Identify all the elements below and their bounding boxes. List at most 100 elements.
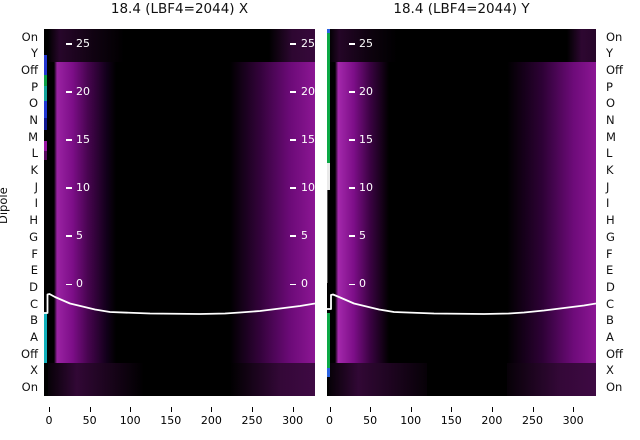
x-tick-label: 100 (400, 414, 422, 427)
row-label: Off (606, 62, 623, 77)
heat-band (54, 62, 116, 363)
row-label: B (606, 313, 614, 328)
row-label: P (31, 79, 38, 94)
x-tick-label: 150 (160, 414, 182, 427)
x-tick-label: 300 (562, 414, 584, 427)
x-tick-mark (451, 407, 453, 412)
row-label: Y (30, 46, 38, 61)
row-label: A (606, 329, 614, 344)
x-tick-mark (89, 407, 91, 412)
row-label: E (30, 263, 38, 278)
inner-scale-tick (66, 187, 72, 189)
inner-scale-label: 25 (76, 36, 90, 50)
inner-scale-tick (349, 235, 355, 237)
x-tick-mark (292, 407, 294, 412)
inner-scale-tick (349, 43, 355, 45)
inner-scale-tick (66, 235, 72, 237)
row-label: D (29, 279, 38, 294)
row-label: J (606, 179, 610, 194)
inner-scale-tick (66, 43, 72, 45)
x-tick-mark (410, 407, 412, 412)
inner-scale-label: 5 (76, 228, 83, 242)
inner-scale-label: 25 (359, 36, 373, 50)
x-tick-label: 0 (45, 414, 53, 427)
inner-scale-tick (349, 283, 355, 286)
heat-band (48, 29, 124, 62)
inner-scale-label: 0 (301, 277, 308, 290)
inner-scale-label: 5 (359, 228, 366, 242)
x-tick-label: 0 (326, 414, 333, 427)
row-label: K (606, 163, 614, 178)
row-label: On (21, 380, 38, 395)
inner-scale-tick (66, 91, 72, 93)
white-curve (327, 293, 596, 315)
row-label: L (606, 146, 613, 161)
inner-scale-tick (290, 283, 296, 286)
x-tick-mark (370, 407, 372, 412)
row-label: M (606, 129, 616, 144)
inner-scale-label: 0 (359, 277, 366, 290)
inner-scale-tick (66, 139, 72, 141)
row-label: X (606, 363, 614, 378)
row-label: On (606, 380, 623, 395)
row-label: F (606, 246, 613, 261)
inner-scale-tick (290, 43, 296, 45)
row-label: C (606, 296, 615, 311)
first-column-strip-segment (44, 101, 47, 118)
x-tick-label: 100 (119, 414, 141, 427)
row-label: B (30, 313, 38, 328)
row-label: C (29, 296, 38, 311)
row-label: N (29, 113, 38, 128)
row-label: On (21, 29, 38, 44)
row-label: N (606, 113, 615, 128)
inner-scale-tick (290, 187, 296, 189)
row-label: H (606, 213, 615, 228)
row-label: On (606, 29, 623, 44)
row-label: K (30, 163, 38, 178)
inner-scale-label: 10 (76, 180, 90, 194)
inner-scale-tick (290, 91, 296, 93)
row-label: D (606, 279, 615, 294)
inner-scale-label: 5 (301, 228, 308, 242)
x-tick-mark (329, 407, 331, 412)
white-curve (44, 293, 315, 315)
x-tick-label: 200 (481, 414, 503, 427)
first-column-strip-segment (327, 163, 330, 190)
inner-scale-label: 20 (76, 84, 90, 98)
first-column-strip-segment (327, 313, 330, 368)
heat-band (329, 29, 397, 62)
x-tick-mark (49, 407, 50, 412)
row-labels-left: On Y Off P O N M L K J I H G F E D C B A Off X On (0, 29, 38, 396)
panel-y: 25 20 15 10 5 0 (327, 29, 596, 396)
first-column-strip-segment (44, 55, 47, 75)
heat-band (335, 62, 389, 363)
x-tick-label: 50 (82, 414, 97, 427)
inner-scale-label: 10 (359, 180, 373, 194)
overlay-curve-y (327, 293, 596, 315)
inner-scale-label: 20 (359, 84, 373, 98)
panel-x-title: 18.4 (LBF4=2044) X (110, 1, 249, 17)
row-label: H (29, 213, 38, 228)
heat-band (230, 363, 315, 396)
panel-y-title: 18.4 (LBF4=2044) Y (393, 1, 530, 17)
first-column-strip-segment (44, 118, 47, 130)
panel-x: 25 20 15 10 5 0 25 20 15 10 5 0 (44, 29, 315, 396)
inner-scale-tick (290, 139, 296, 141)
row-label: I (34, 196, 38, 211)
first-column-strip-segment (44, 141, 47, 151)
row-label: O (606, 96, 616, 111)
first-column-strip-segment (44, 151, 47, 160)
inner-scale-tick (349, 187, 355, 189)
x-tick-mark (532, 407, 534, 412)
inner-scale-label: 15 (359, 132, 373, 146)
heat-band (507, 363, 596, 396)
heat-band (567, 29, 596, 62)
x-tick-label: 300 (282, 414, 304, 427)
x-tick-mark (491, 407, 493, 412)
inner-scale-label: 15 (76, 132, 90, 146)
x-tick-label: 250 (522, 414, 543, 427)
row-label: G (29, 229, 38, 244)
row-labels-right: On Y Off P O N M L K J I H G F E D C B A Off X On (606, 29, 640, 396)
row-label: J (34, 179, 38, 194)
row-label: Off (21, 346, 38, 361)
